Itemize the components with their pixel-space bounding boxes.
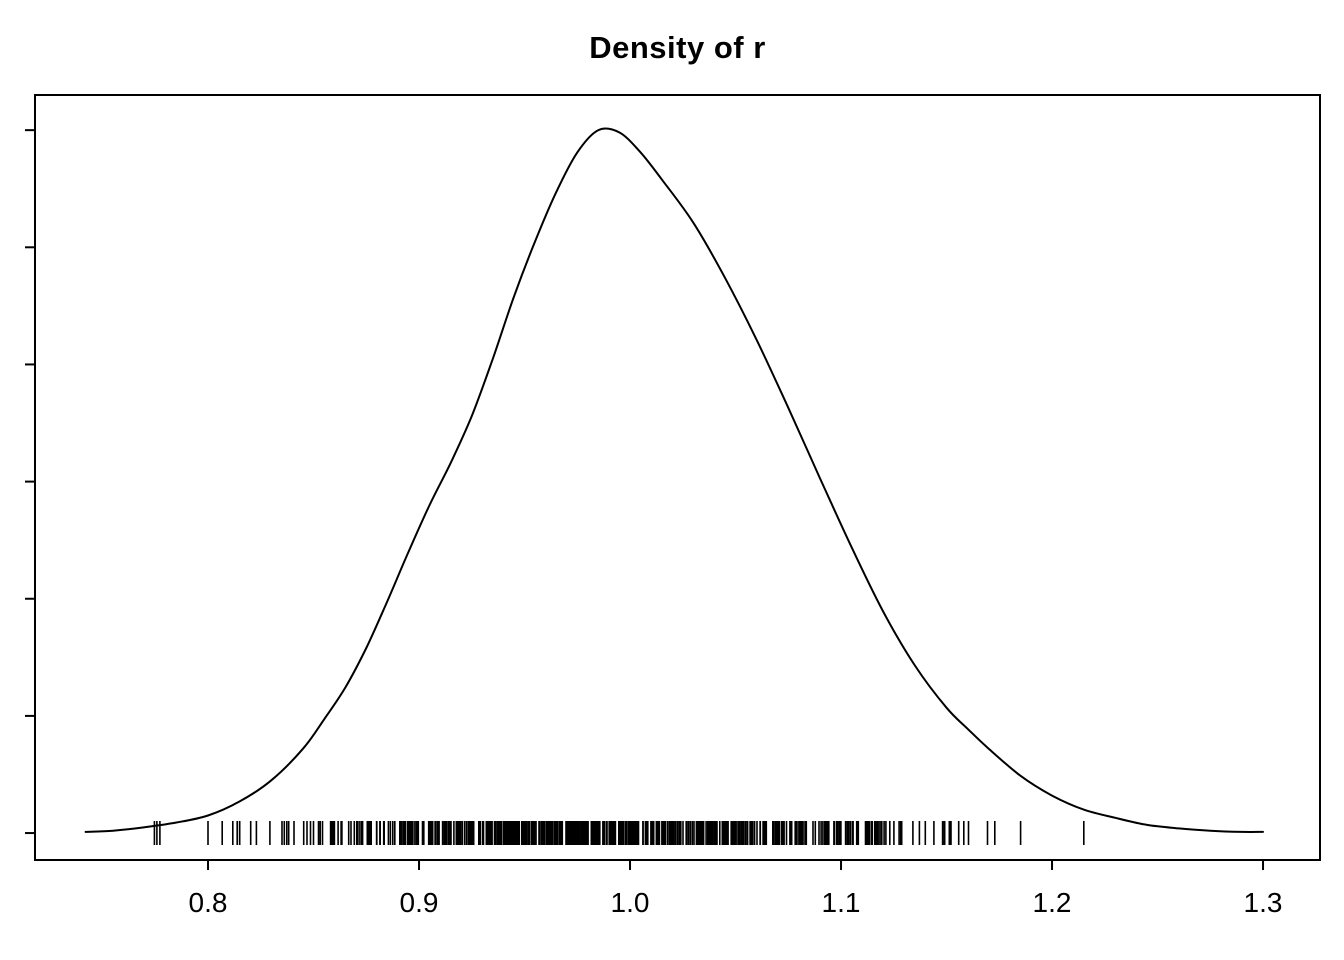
x-axis-tick-label: 1.3	[1244, 887, 1283, 918]
x-axis-tick-label: 0.8	[189, 887, 228, 918]
x-axis-tick-label: 1.1	[822, 887, 861, 918]
rug-marks	[153, 821, 1085, 845]
x-axis-tick-label: 1.2	[1033, 887, 1072, 918]
x-axis-tick-label: 1.0	[611, 887, 650, 918]
x-axis-tick-label: 0.9	[400, 887, 439, 918]
chart-title: Density of r	[589, 30, 766, 65]
density-curve	[84, 127, 1264, 833]
plot-box	[34, 94, 1321, 861]
